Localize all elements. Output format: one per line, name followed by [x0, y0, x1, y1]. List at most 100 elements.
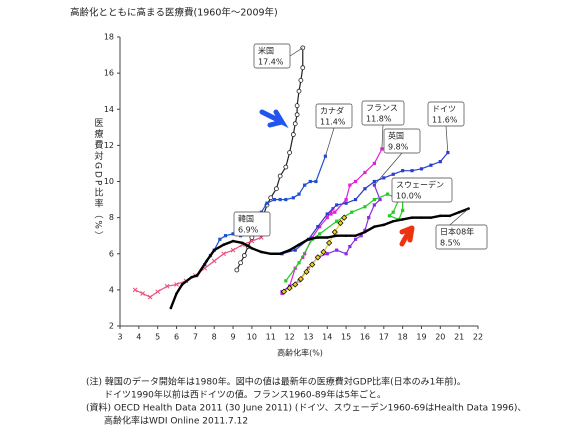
- point: [420, 216, 423, 219]
- x-tick-label: 9: [231, 333, 236, 342]
- point: [212, 248, 216, 252]
- point: [401, 208, 405, 212]
- x-tick-label: 5: [155, 333, 160, 342]
- point: [344, 252, 348, 256]
- point: [265, 201, 269, 205]
- point: [306, 266, 311, 270]
- callout-pointer: [445, 125, 449, 153]
- point: [391, 210, 395, 214]
- point: [353, 197, 358, 202]
- point: [175, 292, 178, 295]
- point: [429, 163, 433, 167]
- data-label: 11.6%: [432, 116, 458, 125]
- point: [249, 238, 255, 244]
- point: [325, 216, 329, 220]
- point: [335, 203, 339, 207]
- point: [410, 169, 414, 173]
- point: [272, 197, 277, 202]
- point: [309, 261, 316, 268]
- point: [337, 219, 344, 227]
- x-axis-label: 高齢化率(%): [277, 348, 323, 358]
- point: [318, 232, 322, 236]
- point: [363, 187, 367, 191]
- point: [439, 214, 442, 218]
- legend-label: 英国: [388, 131, 404, 141]
- point: [260, 250, 263, 254]
- point: [205, 259, 208, 263]
- point: [363, 230, 367, 234]
- point: [382, 176, 386, 180]
- point: [268, 195, 274, 201]
- point: [298, 77, 304, 83]
- data-label: 17.4%: [258, 58, 284, 67]
- series-line: [285, 181, 404, 282]
- point: [288, 248, 291, 252]
- data-label: 11.4%: [320, 118, 346, 127]
- point: [155, 289, 161, 295]
- chart-title: 高齢化とともに高まる医療費(1960年～2009年): [70, 7, 278, 19]
- point: [359, 234, 363, 238]
- point: [190, 275, 193, 279]
- point: [147, 294, 153, 300]
- callout-box: [315, 103, 353, 129]
- callout-box: [233, 211, 271, 237]
- point: [223, 234, 228, 238]
- point: [296, 88, 302, 94]
- x-tick-label: 12: [284, 333, 294, 342]
- x-tick-label: 21: [454, 333, 464, 342]
- data-label: 10.0%: [396, 192, 422, 201]
- point: [174, 282, 179, 287]
- point: [292, 281, 299, 288]
- point: [391, 172, 395, 176]
- point: [238, 260, 243, 266]
- note: (資料) OECD Health Data 2011 (30 June 2011…: [86, 402, 526, 414]
- point: [297, 192, 301, 196]
- point: [325, 236, 329, 239]
- point: [326, 239, 333, 247]
- data-label: 11.8%: [366, 115, 392, 124]
- callout-box: [391, 177, 453, 203]
- data-label: 9.8%: [388, 143, 409, 152]
- point: [429, 216, 433, 219]
- point: [269, 252, 273, 256]
- point: [410, 216, 414, 219]
- point: [373, 225, 376, 228]
- point: [308, 179, 312, 184]
- legend-label: 韓国: [238, 214, 254, 224]
- point: [297, 261, 301, 265]
- point: [278, 197, 282, 202]
- y-tick-label: 16: [104, 69, 114, 78]
- arrow: [259, 109, 289, 129]
- x-tick-label: 11: [266, 333, 276, 342]
- x-tick-label: 19: [416, 333, 426, 342]
- y-tick-label: 10: [104, 177, 114, 186]
- series: [234, 45, 306, 273]
- callout-pointer: [325, 127, 335, 157]
- data-label: 6.9%: [238, 226, 259, 235]
- point: [354, 234, 357, 237]
- note: (注) 韓国のデータ開始年は1980年。図中の値は最新年の医療費対GDP比率(日…: [86, 376, 466, 388]
- point: [363, 170, 367, 175]
- callout-pointer: [381, 124, 384, 150]
- x-tick-label: 6: [174, 333, 179, 342]
- point: [221, 251, 226, 257]
- point: [230, 247, 236, 253]
- point: [335, 248, 339, 252]
- point: [316, 236, 320, 239]
- point: [293, 248, 297, 252]
- point: [353, 179, 358, 184]
- point: [231, 232, 235, 236]
- point: [385, 192, 390, 196]
- x-tick-label: 17: [379, 333, 389, 342]
- x-tick-label: 22: [473, 333, 483, 342]
- point: [367, 216, 371, 220]
- y-axis-label: 医療費対GDP比率（%）: [93, 118, 104, 242]
- point: [291, 196, 295, 200]
- arrow: [399, 225, 415, 247]
- point: [372, 203, 376, 207]
- x-tick-label: 14: [322, 333, 332, 342]
- x-tick-label: 7: [193, 333, 198, 342]
- point: [180, 283, 184, 286]
- data-label: 8.5%: [440, 239, 461, 248]
- point: [335, 234, 338, 237]
